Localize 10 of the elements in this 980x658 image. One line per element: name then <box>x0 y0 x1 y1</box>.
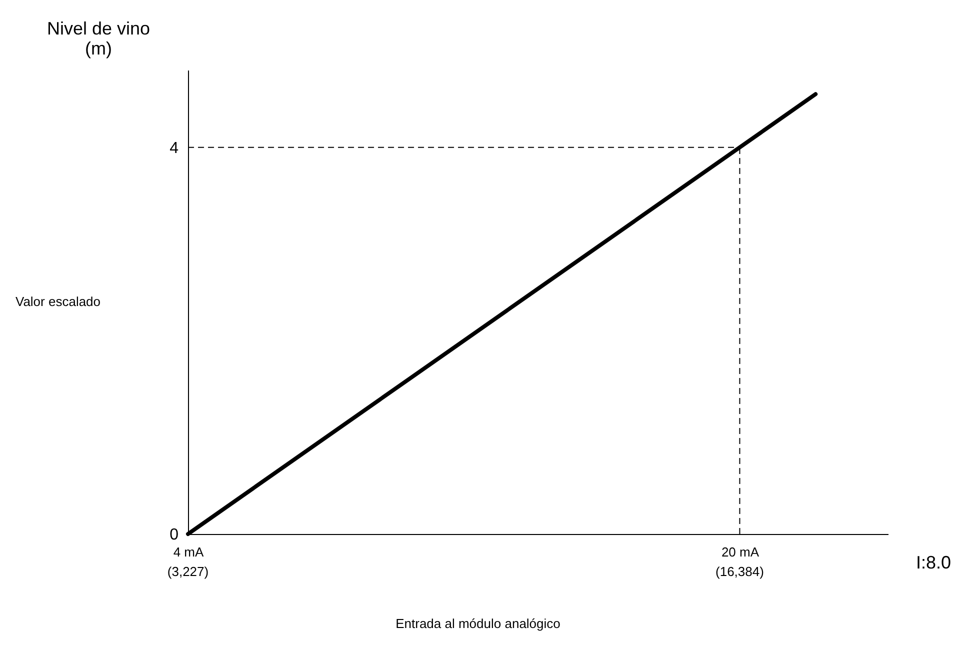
x-axis-title: I:8.0 <box>916 552 952 572</box>
annotation: (3,227) <box>167 564 209 579</box>
x-tick-label: 4 mA <box>173 544 204 560</box>
text: Valor escalado <box>15 294 101 309</box>
text: Entrada al módulo analógico <box>396 616 560 631</box>
y-tick-label: 0 <box>170 526 179 544</box>
annotation: (16,384) <box>716 564 764 579</box>
x-tick-label: 20 mA <box>721 544 760 560</box>
y-axis-title: Nivel de vino (m) <box>46 18 150 58</box>
y-tick-label: 4 <box>170 140 179 157</box>
